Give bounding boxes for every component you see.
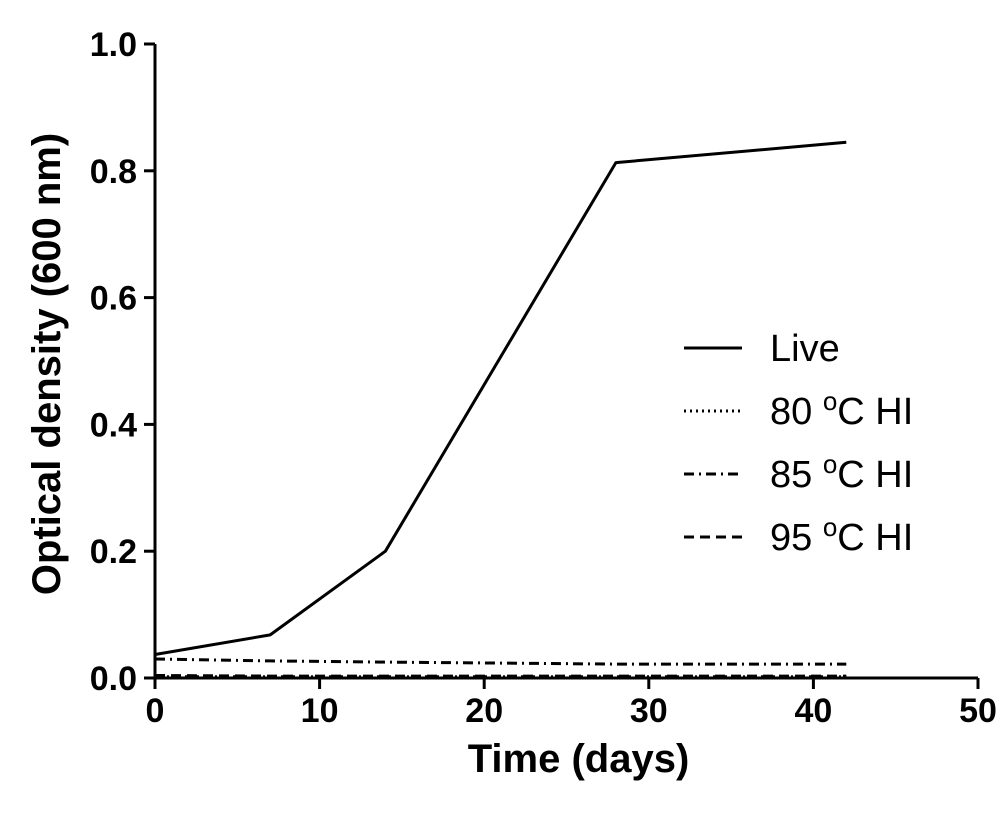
legend-label-2: 80 oC HI (770, 386, 913, 433)
x-tick-label: 30 (630, 692, 668, 730)
legend-label-1: Live (770, 328, 840, 370)
y-tick-label: 0.8 (90, 153, 137, 191)
series-group (154, 140, 847, 679)
y-tick-label: 0.6 (90, 280, 137, 318)
axes: 0.0 0.2 0.4 0.6 0.8 1.0 0 10 20 30 40 50 (90, 26, 997, 730)
legend: Live 80 oC HI 85 oC HI 95 oC HI (684, 328, 913, 559)
y-tick-label: 0.2 (90, 533, 137, 571)
series-line-1 (154, 140, 847, 656)
y-tick-label: 0.0 (90, 660, 137, 698)
x-tick-label: 0 (146, 692, 165, 730)
series-line-4 (154, 674, 847, 678)
x-tick-label: 50 (959, 692, 997, 730)
x-tick-label: 40 (794, 692, 832, 730)
x-tick-label: 10 (301, 692, 339, 730)
legend-label-3: 85 oC HI (770, 449, 913, 496)
y-tick-label: 1.0 (90, 26, 137, 64)
y-tick-label: 0.4 (90, 406, 137, 444)
series-line-3 (154, 657, 847, 666)
y-axis-title: Optical density (600 nm) (25, 133, 69, 595)
x-tick-label: 20 (465, 692, 503, 730)
legend-label-4: 95 oC HI (770, 512, 913, 559)
x-axis-title: Time (days) (468, 737, 690, 781)
